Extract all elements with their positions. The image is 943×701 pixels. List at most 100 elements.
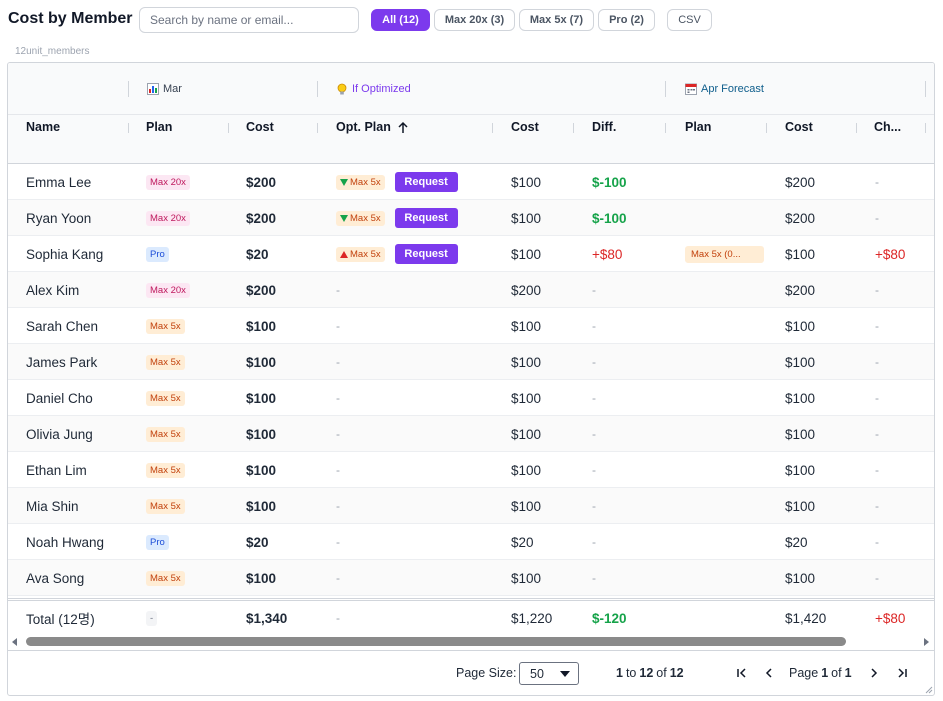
scrollbar-thumb[interactable] bbox=[26, 637, 846, 646]
column-header-forecast-cost[interactable]: Cost bbox=[785, 120, 813, 134]
column-separator[interactable] bbox=[573, 123, 574, 133]
plan-badge: Max 5x bbox=[146, 570, 185, 586]
table-subtitle: 12unit_members bbox=[15, 46, 90, 57]
group-label-mar: Mar bbox=[163, 83, 182, 95]
table-row[interactable]: Olivia Jung Max 5x $100 - $100 - $100 - bbox=[8, 416, 934, 452]
optimized-cost: $100 bbox=[511, 390, 542, 406]
optimized-plan: - bbox=[336, 391, 340, 405]
filter-max20x-button[interactable]: Max 20x (3) bbox=[434, 9, 515, 31]
optimized-plan-badge: Max 5x bbox=[336, 246, 385, 262]
horizontal-scrollbar[interactable] bbox=[8, 635, 934, 649]
resize-handle-icon[interactable] bbox=[925, 686, 933, 694]
diff-value: - bbox=[592, 535, 596, 549]
table-row[interactable]: Ethan Lim Max 5x $100 - $100 - $100 - bbox=[8, 452, 934, 488]
plan-badge: Max 20x bbox=[146, 210, 190, 226]
total-plan-badge: - bbox=[146, 610, 158, 626]
previous-page-icon[interactable] bbox=[761, 664, 777, 682]
optimized-plan: - bbox=[336, 463, 340, 477]
table-row[interactable]: Mia Shin Max 5x $100 - $100 - $100 - bbox=[8, 488, 934, 524]
calendar-icon bbox=[685, 83, 697, 95]
plan-badge: Max 5x bbox=[146, 498, 185, 514]
member-name: Noah Hwang bbox=[26, 534, 105, 550]
column-separator[interactable] bbox=[228, 123, 229, 133]
plan-badge: Pro bbox=[146, 246, 169, 262]
cost-value: $100 bbox=[246, 390, 277, 406]
column-header-cost[interactable]: Cost bbox=[246, 120, 274, 134]
scroll-left-icon[interactable] bbox=[12, 638, 17, 646]
filter-all-button[interactable]: All (12) bbox=[371, 9, 430, 31]
column-separator[interactable] bbox=[492, 123, 493, 133]
column-header-opt-plan[interactable]: Opt. Plan bbox=[336, 120, 409, 134]
cost-value: $200 bbox=[246, 282, 277, 298]
optimized-cost: $100 bbox=[511, 246, 542, 262]
csv-export-button[interactable]: CSV bbox=[667, 9, 712, 31]
forecast-cost: $100 bbox=[785, 246, 816, 262]
member-name: Daniel Cho bbox=[26, 390, 93, 406]
total-optimized-plan: - bbox=[336, 611, 340, 625]
table-row[interactable]: Ava Song Max 5x $100 - $100 - $100 - bbox=[8, 560, 934, 596]
plan-badge: Max 20x bbox=[146, 282, 190, 298]
group-label-optimized: If Optimized bbox=[352, 83, 411, 95]
table-row[interactable]: Daniel Cho Max 5x $100 - $100 - $100 - bbox=[8, 380, 934, 416]
group-separator bbox=[665, 81, 666, 97]
group-header-forecast: Apr Forecast bbox=[685, 83, 764, 95]
column-separator[interactable] bbox=[925, 123, 926, 133]
table-row[interactable]: Sophia Kang Pro $20 Max 5x Request $100 +… bbox=[8, 236, 934, 272]
diff-value: - bbox=[592, 427, 596, 441]
plan-badge: Max 5x bbox=[146, 354, 185, 370]
table-row[interactable]: Sarah Chen Max 5x $100 - $100 - $100 - bbox=[8, 308, 934, 344]
table-row[interactable]: Noah Hwang Pro $20 - $20 - $20 - bbox=[8, 524, 934, 560]
chevron-down-icon bbox=[560, 671, 570, 677]
column-separator[interactable] bbox=[665, 123, 666, 133]
optimized-cost: $100 bbox=[511, 318, 542, 334]
total-row: Total (12명) - $1,340 - $1,220 $-120 $1,4… bbox=[8, 598, 934, 635]
change-value: +$80 bbox=[875, 246, 906, 262]
forecast-cost: $200 bbox=[785, 282, 816, 298]
column-header-plan[interactable]: Plan bbox=[146, 120, 173, 134]
column-separator[interactable] bbox=[317, 123, 318, 133]
column-header-name[interactable]: Name bbox=[26, 120, 61, 134]
optimized-plan: - bbox=[336, 319, 340, 333]
total-label: Total (12명) bbox=[26, 612, 95, 627]
column-header-forecast-plan[interactable]: Plan bbox=[685, 120, 712, 134]
table-row[interactable]: Alex Kim Max 20x $200 - $200 - $200 - bbox=[8, 272, 934, 308]
column-separator[interactable] bbox=[856, 123, 857, 133]
page-size-select[interactable]: 50 bbox=[519, 662, 579, 685]
member-name: Emma Lee bbox=[26, 174, 92, 190]
column-separator[interactable] bbox=[128, 123, 129, 133]
group-divider bbox=[8, 114, 934, 115]
scroll-right-icon[interactable] bbox=[924, 638, 929, 646]
member-name: James Park bbox=[26, 354, 98, 370]
last-page-icon[interactable] bbox=[894, 664, 910, 682]
table-row[interactable]: Ryan Yoon Max 20x $200 Max 5x Request $10… bbox=[8, 200, 934, 236]
column-header-diff[interactable]: Diff. bbox=[592, 120, 617, 134]
next-page-icon[interactable] bbox=[866, 664, 882, 682]
cost-value: $100 bbox=[246, 570, 277, 586]
optimized-plan-badge: Max 5x bbox=[336, 210, 385, 226]
diff-value: $-100 bbox=[592, 174, 627, 190]
total-optimized-cost: $1,220 bbox=[511, 610, 553, 626]
filter-pro-button[interactable]: Pro (2) bbox=[598, 9, 655, 31]
first-page-icon[interactable] bbox=[734, 664, 750, 682]
change-value: - bbox=[875, 391, 879, 405]
table-row[interactable]: Emma Lee Max 20x $200 Max 5x Request $100… bbox=[8, 164, 934, 200]
column-header-opt-cost[interactable]: Cost bbox=[511, 120, 539, 134]
downgrade-arrow-icon bbox=[340, 178, 348, 186]
bar-chart-icon bbox=[147, 83, 159, 95]
sort-ascending-icon[interactable] bbox=[397, 121, 409, 134]
total-diff: $-120 bbox=[592, 610, 627, 626]
group-label-forecast: Apr Forecast bbox=[701, 83, 764, 95]
member-name: Ethan Lim bbox=[26, 462, 87, 478]
column-separator[interactable] bbox=[766, 123, 767, 133]
optimized-cost: $100 bbox=[511, 210, 542, 226]
filter-max5x-button[interactable]: Max 5x (7) bbox=[519, 9, 594, 31]
optimized-plan: - bbox=[336, 283, 340, 297]
request-button[interactable]: Request bbox=[394, 244, 458, 264]
search-input[interactable] bbox=[139, 7, 359, 33]
table-row[interactable]: James Park Max 5x $100 - $100 - $100 - bbox=[8, 344, 934, 380]
request-button[interactable]: Request bbox=[394, 208, 458, 228]
request-button[interactable]: Request bbox=[394, 172, 458, 192]
column-header-change[interactable]: Ch... bbox=[874, 120, 902, 134]
plan-badge: Max 5x bbox=[146, 318, 185, 334]
forecast-cost: $100 bbox=[785, 318, 816, 334]
